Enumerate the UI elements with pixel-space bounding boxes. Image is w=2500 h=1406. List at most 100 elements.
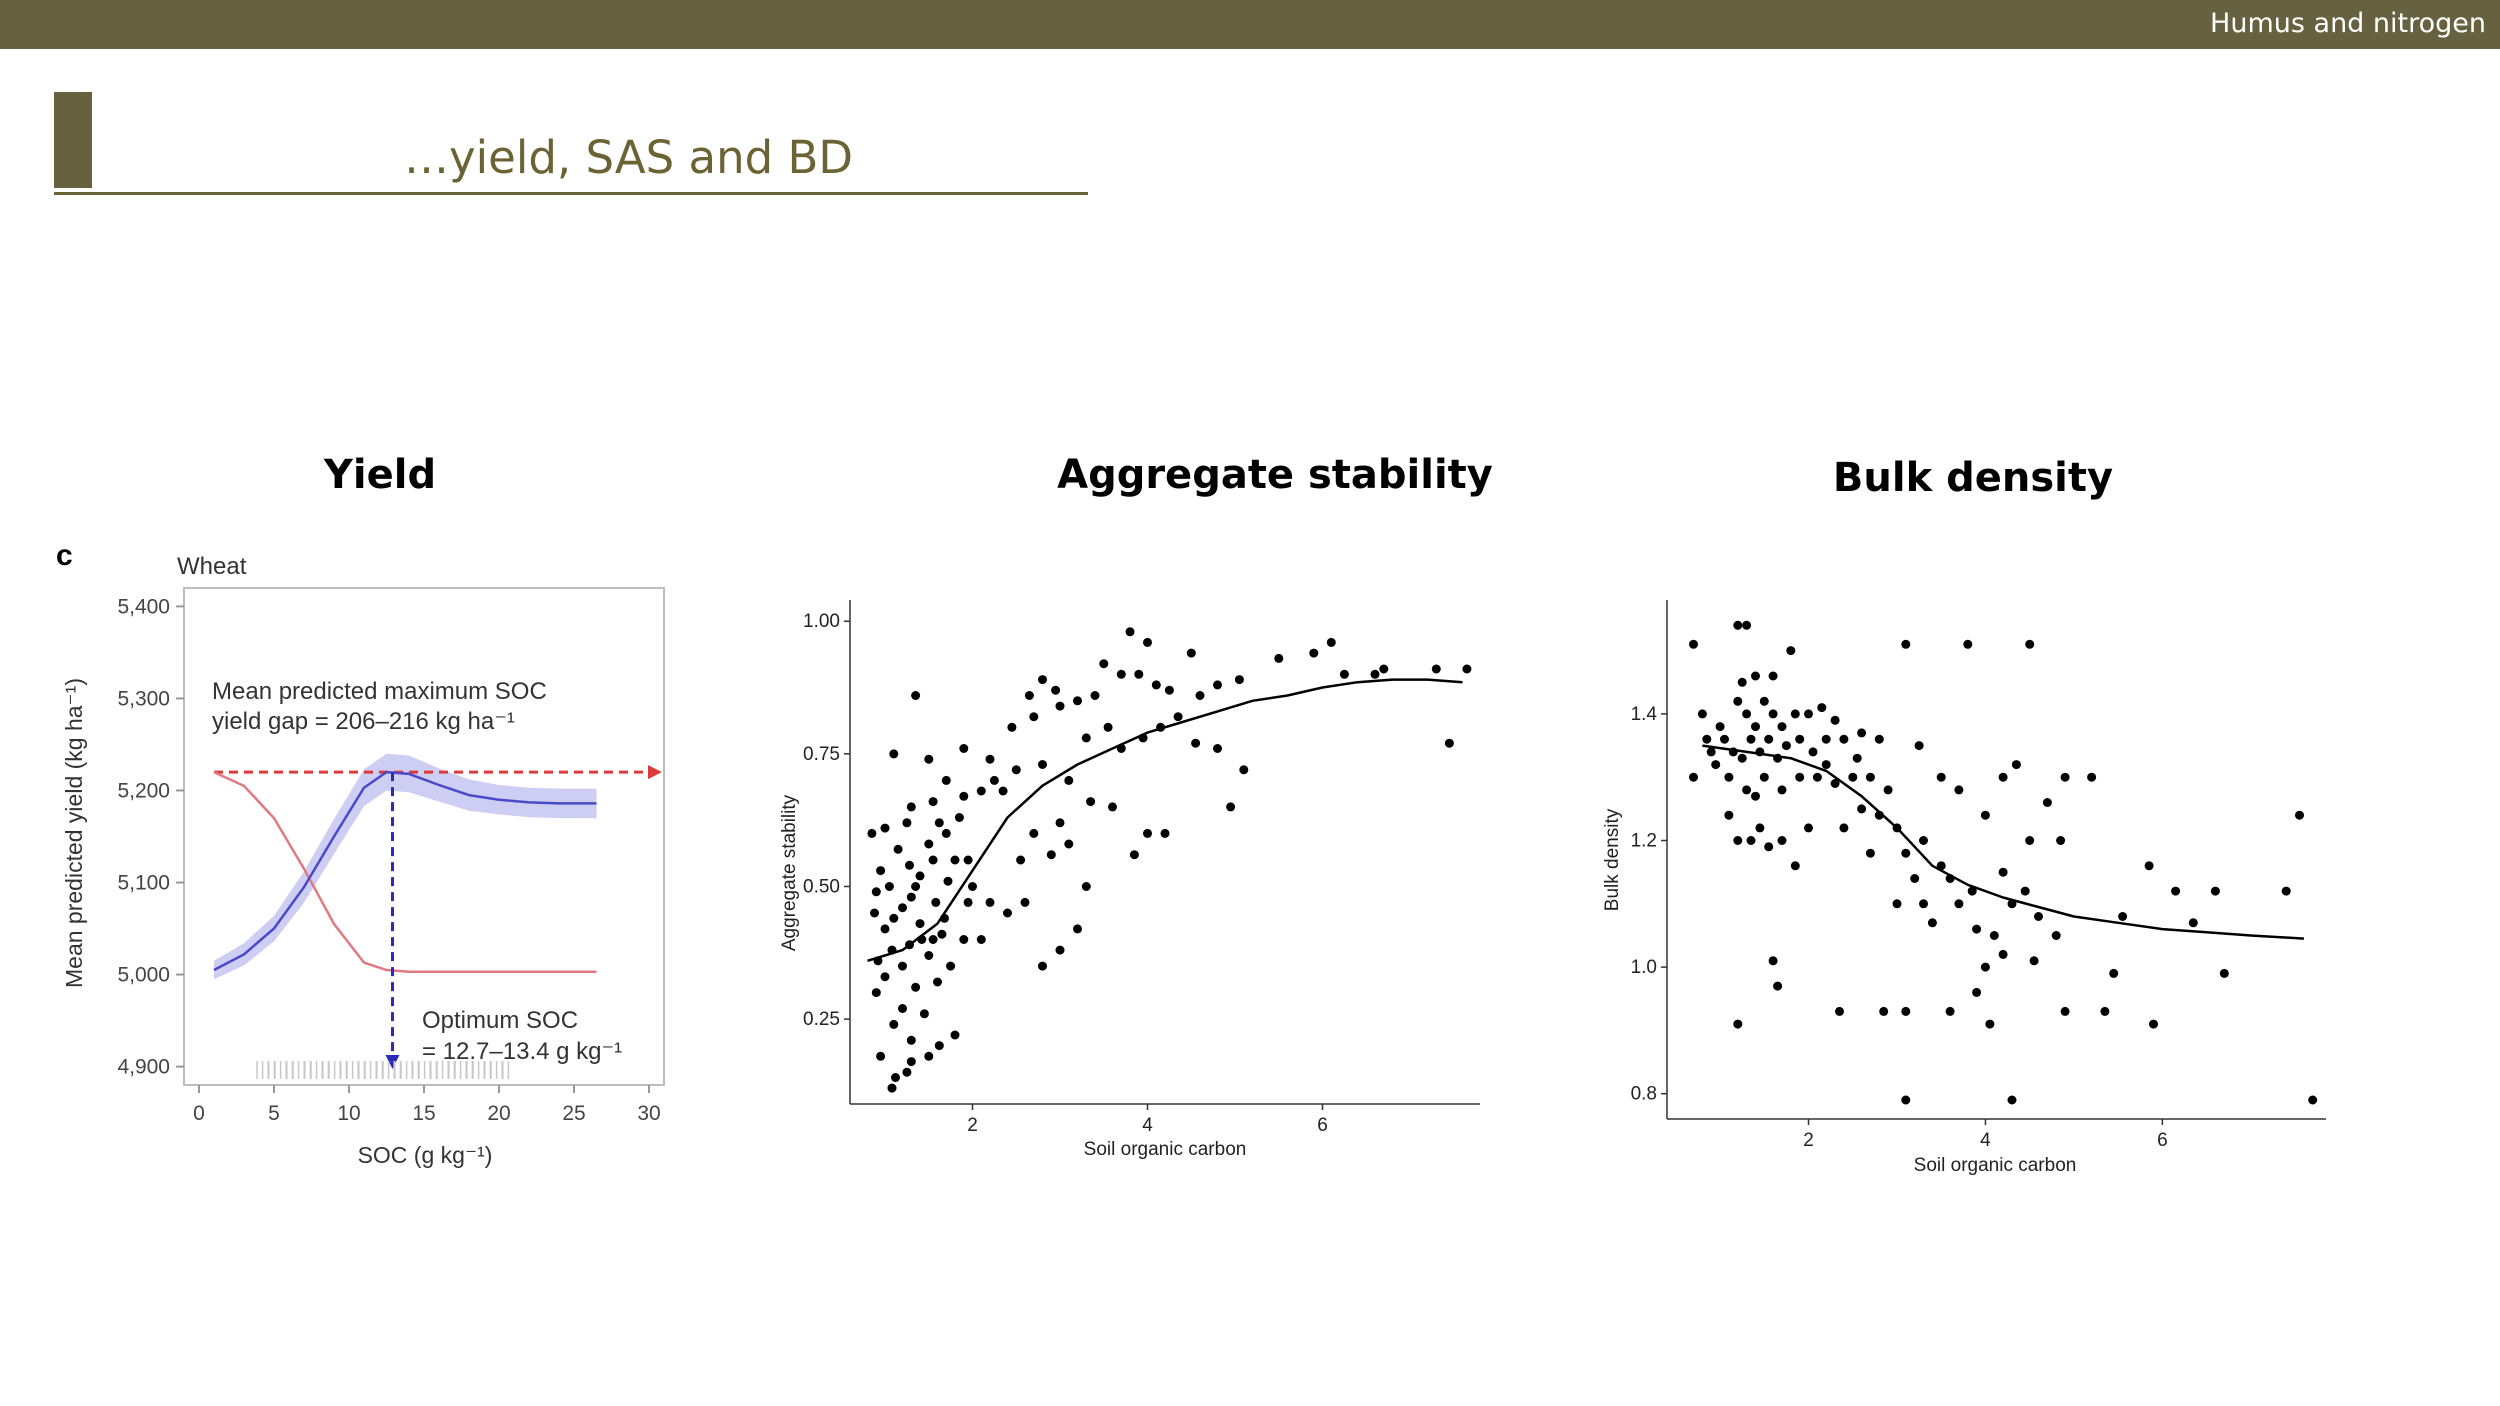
data-point (1055, 818, 1065, 828)
plot-frame (183, 587, 665, 1086)
data-point (1081, 882, 1091, 891)
data-point (1108, 802, 1117, 812)
data-point (1073, 696, 1082, 706)
data-point (1029, 828, 1039, 838)
data-point (1865, 848, 1875, 858)
data-point (1892, 899, 1902, 909)
data-point (1742, 785, 1752, 795)
y-tick-label: 1.2 (1631, 831, 1657, 852)
x-tick-label: 2 (967, 1115, 978, 1136)
data-point (1830, 715, 1840, 725)
data-point (941, 775, 951, 785)
red-curve (213, 770, 597, 974)
y-tick-label: 4,900 (117, 1056, 170, 1079)
data-point (1804, 709, 1813, 719)
data-point (1901, 1095, 1911, 1105)
data-point (1980, 810, 1990, 820)
data-point (1055, 945, 1065, 955)
data-point (1773, 753, 1783, 763)
data-point (1711, 760, 1721, 770)
data-point (1963, 639, 1973, 649)
data-point (968, 882, 977, 891)
data-point (1808, 747, 1818, 757)
header-bar: Humus and nitrogen (0, 0, 2500, 49)
data-point (1768, 671, 1778, 681)
data-point (1444, 738, 1454, 748)
data-point (887, 945, 897, 955)
data-point (1173, 712, 1183, 722)
data-point (1724, 772, 1734, 782)
data-point (1733, 1019, 1743, 1029)
data-point (1839, 823, 1849, 833)
data-point (1737, 753, 1747, 763)
data-point (1274, 653, 1284, 663)
data-point (985, 754, 995, 764)
data-point (1038, 760, 1047, 769)
data-point (1116, 669, 1126, 679)
data-point (2281, 886, 2291, 896)
x-tick-label: 30 (637, 1102, 660, 1125)
data-point (1081, 733, 1091, 743)
data-point (2171, 886, 2181, 896)
data-point (924, 839, 934, 849)
data-point (963, 897, 973, 907)
data-point (1751, 722, 1760, 732)
data-point (1090, 691, 1100, 700)
data-point (906, 1035, 916, 1045)
data-point (1151, 680, 1161, 690)
data-point (1125, 627, 1135, 637)
data-point (1213, 680, 1222, 690)
data-point (976, 786, 986, 796)
data-point (1038, 675, 1047, 685)
x-tick-label: 20 (487, 1102, 510, 1125)
y-tick-label: 5,000 (117, 964, 170, 987)
data-point (2109, 968, 2119, 978)
data-point (887, 1083, 897, 1093)
data-point (1020, 897, 1030, 907)
data-point (924, 951, 934, 960)
data-point (954, 813, 964, 822)
x-tick-label: 25 (562, 1102, 585, 1125)
data-point (1370, 669, 1380, 679)
data-point (893, 844, 903, 854)
data-point (1733, 836, 1743, 845)
data-point (911, 882, 921, 891)
data-point (867, 828, 877, 838)
data-point (1830, 779, 1840, 788)
data-point (1011, 765, 1021, 775)
data-point (1998, 772, 2008, 782)
data-point (940, 913, 949, 923)
data-point (1972, 924, 1982, 934)
data-point (2295, 810, 2304, 820)
y-axis-label: Bulk density (1602, 808, 1623, 911)
annotation-opt-line1: Optimum SOC (422, 1007, 578, 1034)
data-point (998, 786, 1008, 796)
annotation-gap-line1: Mean predicted maximum SOC (212, 678, 547, 705)
data-point (2060, 772, 2070, 782)
data-point (1029, 712, 1039, 722)
data-point (1874, 734, 1884, 744)
data-point (1786, 646, 1796, 656)
data-point (1697, 709, 1707, 719)
y-tick-label: 5,400 (117, 595, 170, 618)
data-point (2056, 836, 2066, 845)
data-point (1901, 848, 1911, 858)
data-point (1038, 961, 1047, 971)
data-point (931, 897, 941, 907)
data-point (1024, 691, 1034, 700)
data-point (1156, 722, 1166, 732)
data-point (1431, 664, 1441, 674)
data-point (1857, 804, 1867, 814)
data-point (1226, 802, 1236, 812)
data-point (950, 1030, 960, 1040)
aggregate-stability-heading: Aggregate stability (1057, 452, 1493, 498)
data-point (941, 828, 951, 838)
y-axis-label: Aggregate stability (779, 794, 800, 951)
data-point (1883, 785, 1893, 795)
data-point (1777, 785, 1787, 795)
data-point (1755, 823, 1765, 833)
data-point (1795, 772, 1805, 782)
data-point (2149, 1019, 2158, 1029)
